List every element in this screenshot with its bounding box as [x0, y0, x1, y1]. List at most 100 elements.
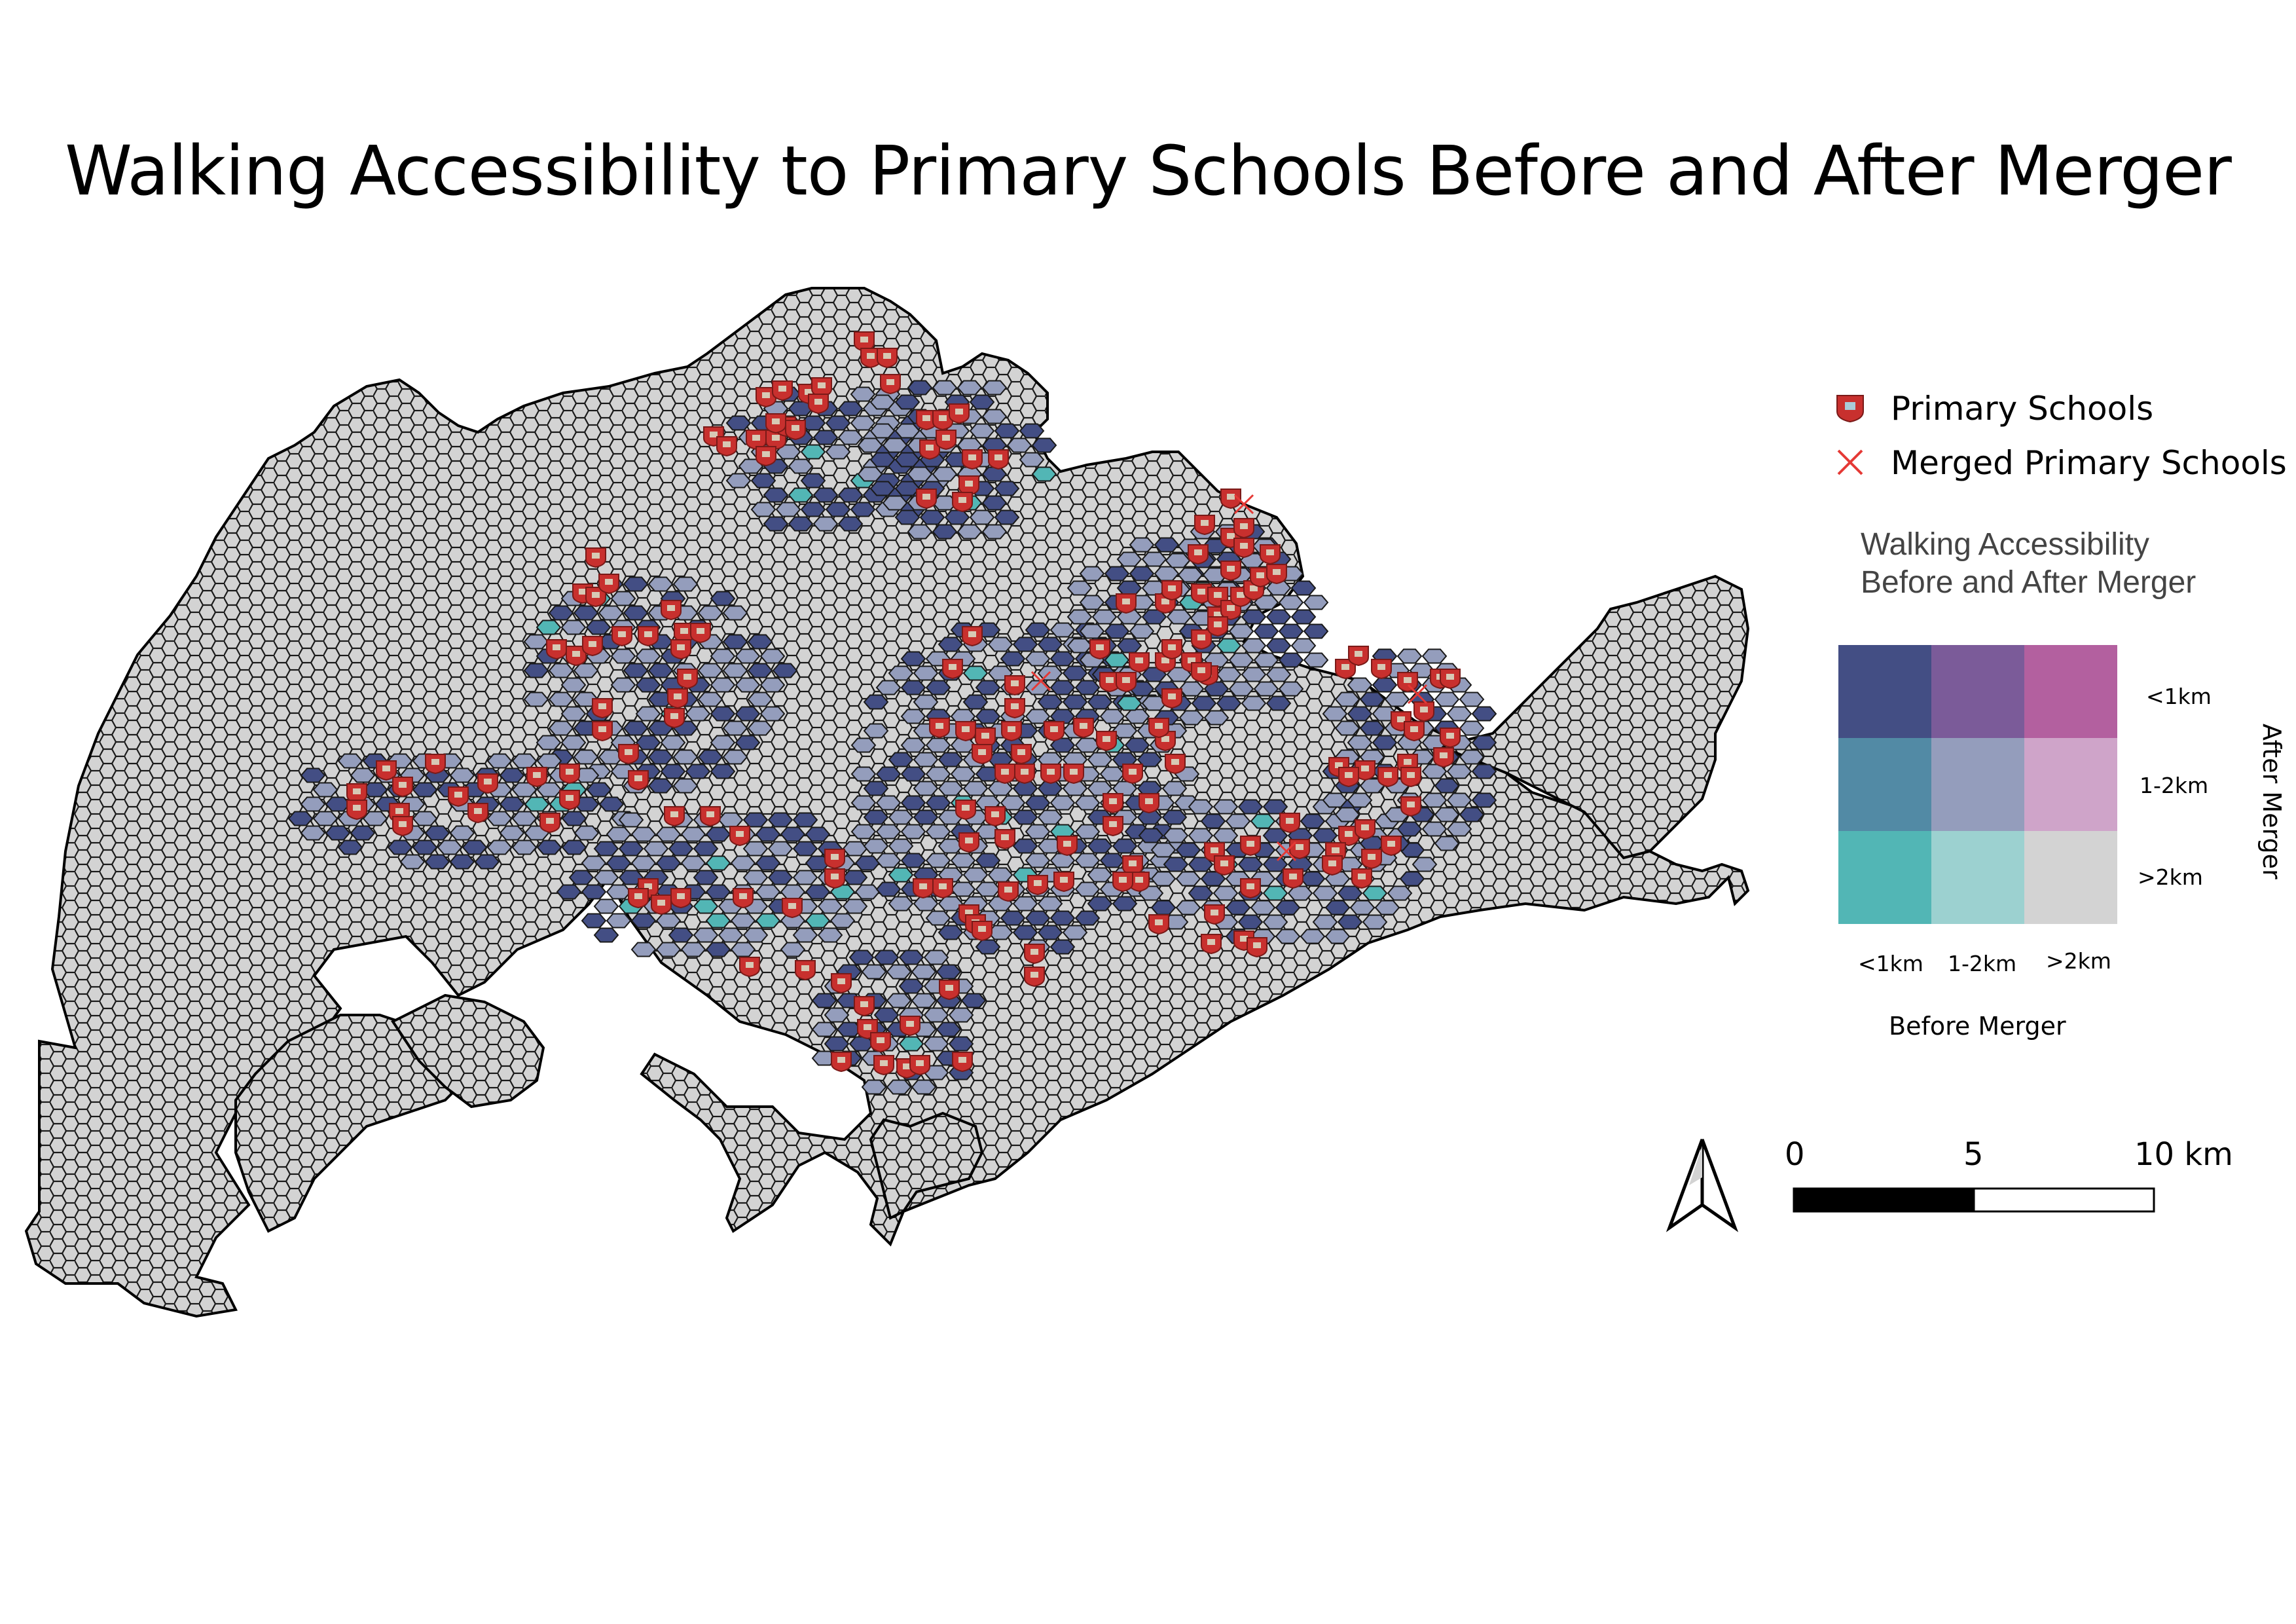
accessibility-hex — [412, 840, 438, 855]
accessibility-hex — [1188, 857, 1214, 872]
school-marker — [952, 1052, 973, 1073]
school-marker — [539, 813, 560, 834]
accessibility-hex — [287, 811, 314, 826]
accessibility-hex — [1116, 580, 1142, 596]
accessibility-hex — [747, 720, 773, 736]
accessibility-hex — [424, 854, 450, 870]
accessibility-hex — [1241, 609, 1267, 625]
accessibility-hex — [1175, 900, 1201, 915]
accessibility-hex — [623, 605, 649, 621]
accessibility-hex — [536, 753, 562, 769]
school-marker — [1116, 672, 1137, 693]
school-marker — [1355, 819, 1376, 840]
accessibility-hex — [1079, 595, 1105, 610]
school-marker — [392, 777, 413, 798]
accessibility-hex — [861, 1079, 887, 1095]
accessibility-hex — [812, 430, 839, 445]
accessibility-hex — [606, 826, 632, 842]
accessibility-hex — [300, 825, 326, 841]
accessibility-hex — [1362, 885, 1388, 901]
accessibility-hex — [548, 605, 574, 621]
accessibility-hex — [1124, 709, 1150, 724]
accessibility-hex — [1387, 885, 1413, 901]
accessibility-hex — [1087, 781, 1113, 796]
school-marker — [1233, 518, 1254, 539]
bivariate-cell — [2024, 831, 2117, 924]
accessibility-hex — [1138, 828, 1164, 843]
accessibility-hex — [300, 767, 326, 783]
accessibility-hex — [863, 838, 889, 854]
accessibility-hex — [1412, 857, 1438, 872]
accessibility-hex — [1099, 766, 1125, 782]
accessibility-hex — [1225, 900, 1251, 915]
accessibility-hex — [449, 825, 475, 841]
school-marker — [739, 957, 760, 978]
school-marker — [756, 387, 776, 408]
school-marker — [1073, 718, 1094, 739]
school-marker — [955, 721, 976, 742]
school-marker — [824, 868, 845, 889]
accessibility-hex — [747, 663, 773, 678]
accessibility-hex — [643, 841, 669, 857]
accessibility-hex — [486, 811, 513, 826]
accessibility-hex — [913, 809, 939, 825]
accessibility-hex — [548, 720, 574, 736]
accessibility-hex — [1225, 813, 1251, 829]
accessibility-hex — [1275, 929, 1301, 944]
accessibility-hex — [780, 884, 806, 900]
bivariate-title-line2: Before and After Merger — [1861, 565, 2196, 600]
accessibility-hex — [805, 826, 831, 842]
accessibility-hex — [561, 811, 587, 826]
accessibility-hex — [337, 840, 363, 855]
school-marker — [1400, 796, 1421, 817]
school-marker — [1397, 672, 1418, 693]
school-marker — [1440, 728, 1461, 748]
accessibility-hex — [630, 913, 657, 929]
accessibility-hex — [1290, 638, 1317, 654]
accessibility-hex — [350, 825, 376, 841]
accessibility-hex — [863, 694, 889, 710]
accessibility-hex — [817, 927, 843, 943]
accessibility-hex — [1322, 706, 1348, 722]
school-marker — [972, 744, 993, 765]
accessibility-hex — [560, 677, 587, 693]
accessibility-hex — [1112, 752, 1138, 767]
accessibility-hex — [1116, 695, 1142, 711]
school-marker — [785, 420, 806, 441]
accessibility-hex — [957, 380, 983, 396]
school-marker — [477, 773, 498, 794]
accessibility-hex — [573, 605, 599, 621]
accessibility-hex — [1266, 695, 1292, 711]
accessibility-hex — [693, 898, 719, 914]
accessibility-hex — [824, 1036, 850, 1052]
accessibility-hex — [1019, 423, 1045, 439]
school-marker — [998, 881, 1019, 902]
accessibility-hex — [923, 950, 949, 965]
accessibility-hex — [1347, 792, 1373, 808]
accessibility-hex — [875, 766, 902, 782]
accessibility-hex — [1278, 681, 1304, 697]
accessibility-hex — [1262, 914, 1288, 930]
accessibility-hex — [499, 825, 525, 841]
accessibility-hex — [894, 423, 920, 439]
accessibility-hex — [1446, 821, 1472, 837]
school-marker — [376, 760, 397, 781]
x-marker-icon — [1837, 449, 1863, 475]
accessibility-hex — [932, 380, 958, 396]
accessibility-hex — [693, 870, 719, 885]
accessibility-hex — [925, 910, 951, 926]
accessibility-hex — [894, 452, 920, 468]
accessibility-hex — [755, 913, 781, 929]
accessibility-hex — [759, 706, 786, 722]
accessibility-hex — [1049, 853, 1076, 868]
scale-label-10km: 10 km — [2134, 1136, 2233, 1173]
school-marker — [1057, 836, 1078, 857]
accessibility-hex — [1396, 648, 1423, 664]
accessibility-hex — [925, 795, 951, 811]
accessibility-hex — [950, 881, 976, 897]
school-marker — [346, 800, 367, 821]
accessibility-hex — [800, 444, 826, 460]
accessibility-hex — [975, 881, 1001, 897]
school-marker — [467, 803, 488, 824]
accessibility-hex — [499, 796, 525, 812]
